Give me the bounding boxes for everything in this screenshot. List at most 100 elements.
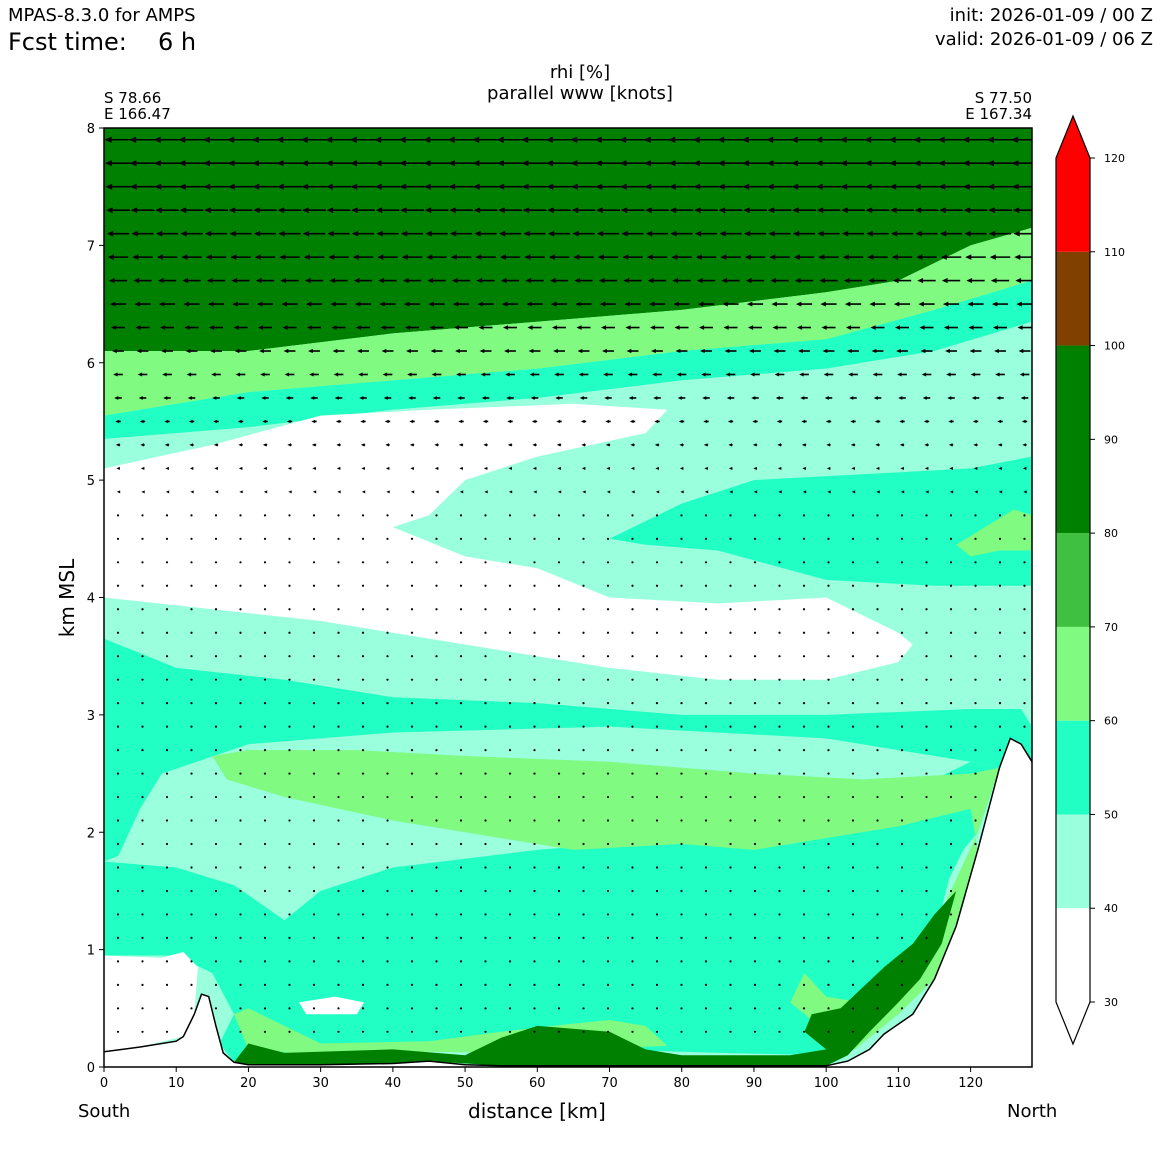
wind-arrow-28-33 [921,372,932,377]
wind-arrow-10-14 [459,795,463,799]
wind-arrow-8-2 [165,842,169,846]
wind-arrow-33-29 [818,254,839,260]
wind-arrow-21-3 [190,537,193,540]
wind-arrow-38-4 [202,136,230,143]
wind-arrow-3-12 [410,960,414,963]
wind-arrow-30-16 [502,325,518,330]
wind-arrow-15-23 [680,678,683,681]
wind-arrow-27-18 [555,396,563,400]
wind-arrow-38-24 [692,136,720,143]
wind-arrow-9-9 [337,819,340,822]
wind-arrow-8-30 [851,842,855,846]
wind-arrow-28-7 [284,372,295,377]
wind-arrow-28-18 [554,372,564,377]
wind-arrow-14-4 [214,702,218,705]
wind-arrow-18-18 [557,608,561,611]
wind-arrow-37-18 [546,160,572,167]
wind-arrow-31-11 [379,301,396,307]
wind-arrow-25-28 [801,443,807,447]
wind-arrow-32-2 [157,277,177,284]
wind-arrow-5-9 [337,913,340,916]
wind-arrow-16-2 [165,655,169,658]
wind-arrow-0-30 [851,1030,855,1033]
wind-arrow-28-26 [750,372,760,377]
wind-arrow-16-30 [851,655,855,658]
wind-arrow-23-18 [557,490,562,494]
valid-time: valid: 2026-01-09 / 06 Z [935,29,1153,50]
wind-arrow-3-21 [631,960,634,963]
wind-arrow-27-28 [800,396,808,400]
wind-arrow-13-2 [165,725,169,728]
wind-arrow-18-33 [925,608,928,611]
y-tick-label-4: 4 [87,592,95,607]
wind-arrow-8-20 [606,842,610,846]
wind-arrow-30-2 [159,325,175,330]
wind-arrow-5-21 [631,913,634,916]
wind-arrow-38-14 [447,136,475,143]
wind-arrow-1-26 [753,1007,757,1010]
wind-arrow-15-4 [214,678,218,681]
wind-arrow-5-31 [876,913,879,916]
wind-arrow-6-2 [165,889,169,893]
wind-arrow-4-5 [239,936,242,939]
wind-arrow-15-5 [239,678,242,681]
wind-arrow-36-23 [668,183,695,190]
wind-arrow-30-25 [723,325,738,330]
wind-arrow-28-20 [603,372,613,377]
wind-arrow-4-27 [778,936,781,939]
wind-arrow-6-0 [116,889,120,893]
wind-arrow-29-10 [357,348,369,354]
wind-arrow-19-8 [312,584,316,587]
wind-arrow-31-5 [232,301,249,307]
init-time: init: 2026-01-09 / 00 Z [949,5,1153,26]
wind-arrow-34-34 [939,230,963,237]
wind-arrow-15-17 [533,678,536,681]
wind-arrow-34-31 [866,230,889,237]
wind-arrow-36-34 [938,183,964,190]
wind-arrow-28-29 [823,372,834,377]
wind-arrow-34-23 [670,230,693,237]
wind-arrow-13-34 [949,725,953,728]
wind-arrow-1-19 [582,1007,585,1010]
wind-arrow-11-6 [263,772,267,775]
wind-arrow-26-12 [409,419,415,424]
wind-arrow-20-9 [337,561,340,564]
wind-arrow-28-15 [480,372,491,377]
wind-arrow-15-13 [435,678,438,681]
wind-arrow-13-9 [337,725,340,728]
colorbar-label-30: 30 [1104,996,1118,1009]
wind-arrow-25-5 [238,443,243,447]
wind-arrow-33-25 [720,254,741,260]
wind-arrow-29-37 [1018,348,1031,354]
terrain-fill [104,738,1032,1067]
wind-arrow-23-5 [239,490,243,494]
wind-arrow-1-16 [508,1007,512,1010]
wind-arrow-15-36 [998,678,1002,681]
wind-arrow-13-23 [680,725,683,728]
wind-arrow-13-4 [214,725,218,728]
wind-arrow-13-30 [851,725,855,728]
wind-arrow-7-30 [851,866,855,869]
wind-arrow-30-18 [551,325,567,330]
wind-arrow-35-31 [865,207,890,214]
wind-arrow-12-2 [165,748,169,752]
wind-arrow-13-20 [606,725,610,728]
wind-arrow-7-32 [900,866,904,869]
wind-arrow-26-1 [139,419,146,424]
wind-arrow-21-10 [361,537,365,540]
wind-arrow-2-20 [606,983,610,986]
wind-arrow-10-5 [239,795,242,799]
wind-arrow-0-7 [288,1030,291,1033]
wind-arrow-21-17 [533,537,536,540]
rhi-dry-region-0 [104,403,913,680]
wind-arrow-16-37 [1023,655,1026,658]
wind-arrow-16-11 [386,655,389,658]
wind-arrow-17-17 [533,631,536,634]
wind-arrow-3-14 [459,960,463,963]
wind-arrow-30-32 [894,325,910,330]
wind-arrow-37-15 [472,160,499,167]
wind-arrow-22-8 [312,514,316,517]
wind-arrow-31-0 [109,301,127,307]
wind-arrow-11-29 [827,772,830,775]
wind-arrow-28-27 [774,372,785,377]
